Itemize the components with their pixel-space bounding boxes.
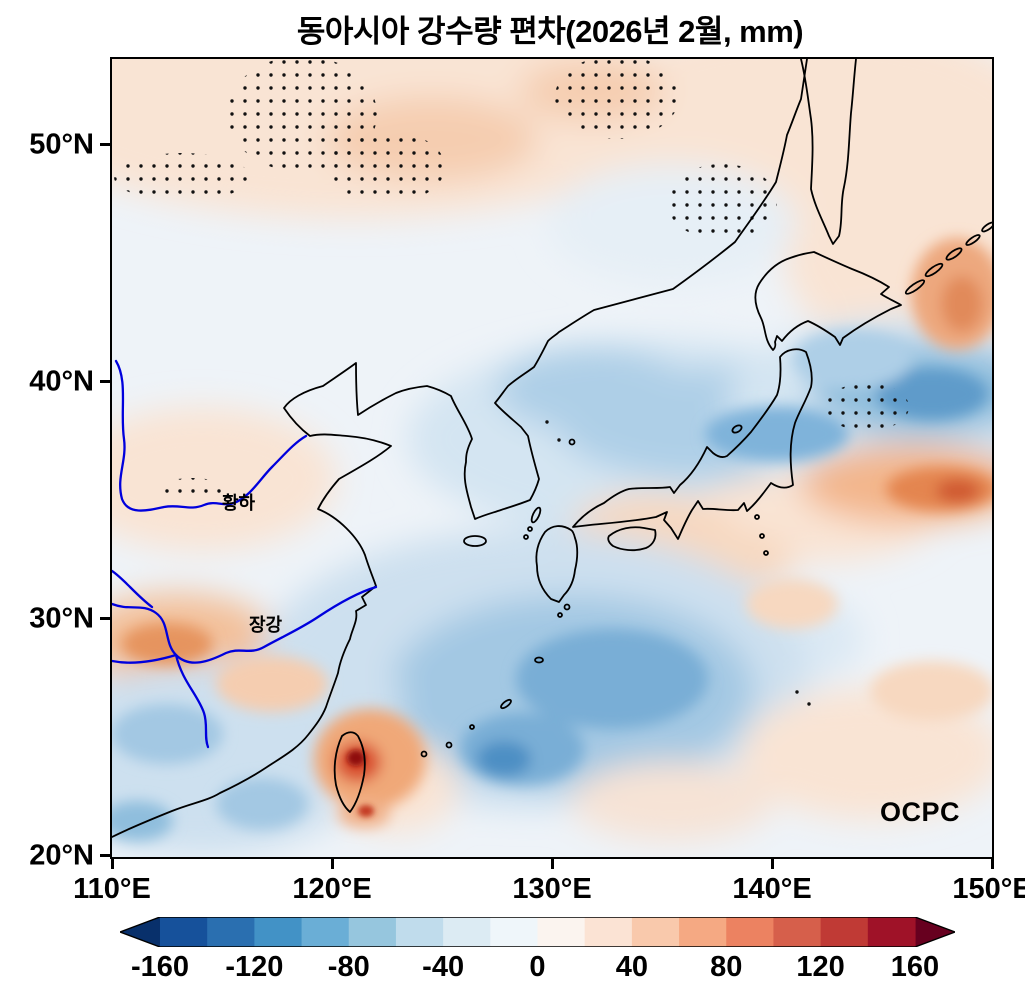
colorbar-tick-label: 120 [796,951,845,983]
x-axis-tick [990,859,994,869]
lon-tick-label: 140°E [732,873,812,905]
lon-tick-label: 150°E [952,873,1025,905]
colorbar-tick-label: 80 [710,951,743,983]
ocpc-logo: OCPC [880,797,960,827]
colorbar-tick-label: -120 [225,951,284,983]
coastlines [112,59,992,838]
y-axis-tick [100,143,110,146]
colorbar-tick-label: 0 [529,951,546,983]
x-axis-tick [330,859,334,869]
significance-stippling [114,59,909,500]
colorbar-tick-label: -40 [422,951,465,983]
lat-tick-label: 20°N [29,839,94,872]
x-axis-tick [550,859,554,869]
colorbar [118,916,957,948]
colorbar-tick-label: 160 [890,951,940,983]
lat-tick-label: 50°N [29,128,94,161]
x-axis-tick [770,859,774,869]
rivers [112,359,378,749]
colorbar-svg [118,916,957,948]
lon-tick-label: 110°E [73,873,151,905]
colorbar-left-arrow [120,917,160,947]
yangtze-river-label: 장강 [249,615,283,635]
lon-tick-label: 120°E [292,873,372,905]
y-axis-tick [100,617,110,620]
colorbar-tick-label: -80 [327,951,370,983]
colorbar-right-arrow [915,917,955,947]
lat-tick-label: 30°N [29,602,94,635]
lon-tick-label: 130°E [512,873,592,905]
chart-title: 동아시아 강수량 편차(2026년 2월, mm) [296,14,804,49]
yellow-river-line [114,359,308,512]
anomaly-field-cores [112,238,992,841]
yellow-river-label: 황하 [222,493,256,513]
lat-tick-label: 40°N [29,365,94,398]
anomaly-field-broad [112,59,992,855]
significance-dots [545,420,811,706]
y-axis-tick [100,854,110,857]
y-axis-tick [100,380,110,383]
colorbar-tick-label: 40 [615,951,649,983]
colorbar-tick-label: -160 [130,951,190,983]
x-axis-tick [110,859,114,869]
map-svg: 황하 장강 OCPC [112,59,992,857]
map-plot-area: 50°N 40°N 30°N 20°N 110°E 120°E 130°E 14… [29,57,1025,905]
colorbar-tick-labels: -160 -120 -80 -40 0 40 80 120 160 [131,949,939,997]
yangtze-river-line [112,585,378,664]
anomaly-field-peaks [347,750,374,817]
